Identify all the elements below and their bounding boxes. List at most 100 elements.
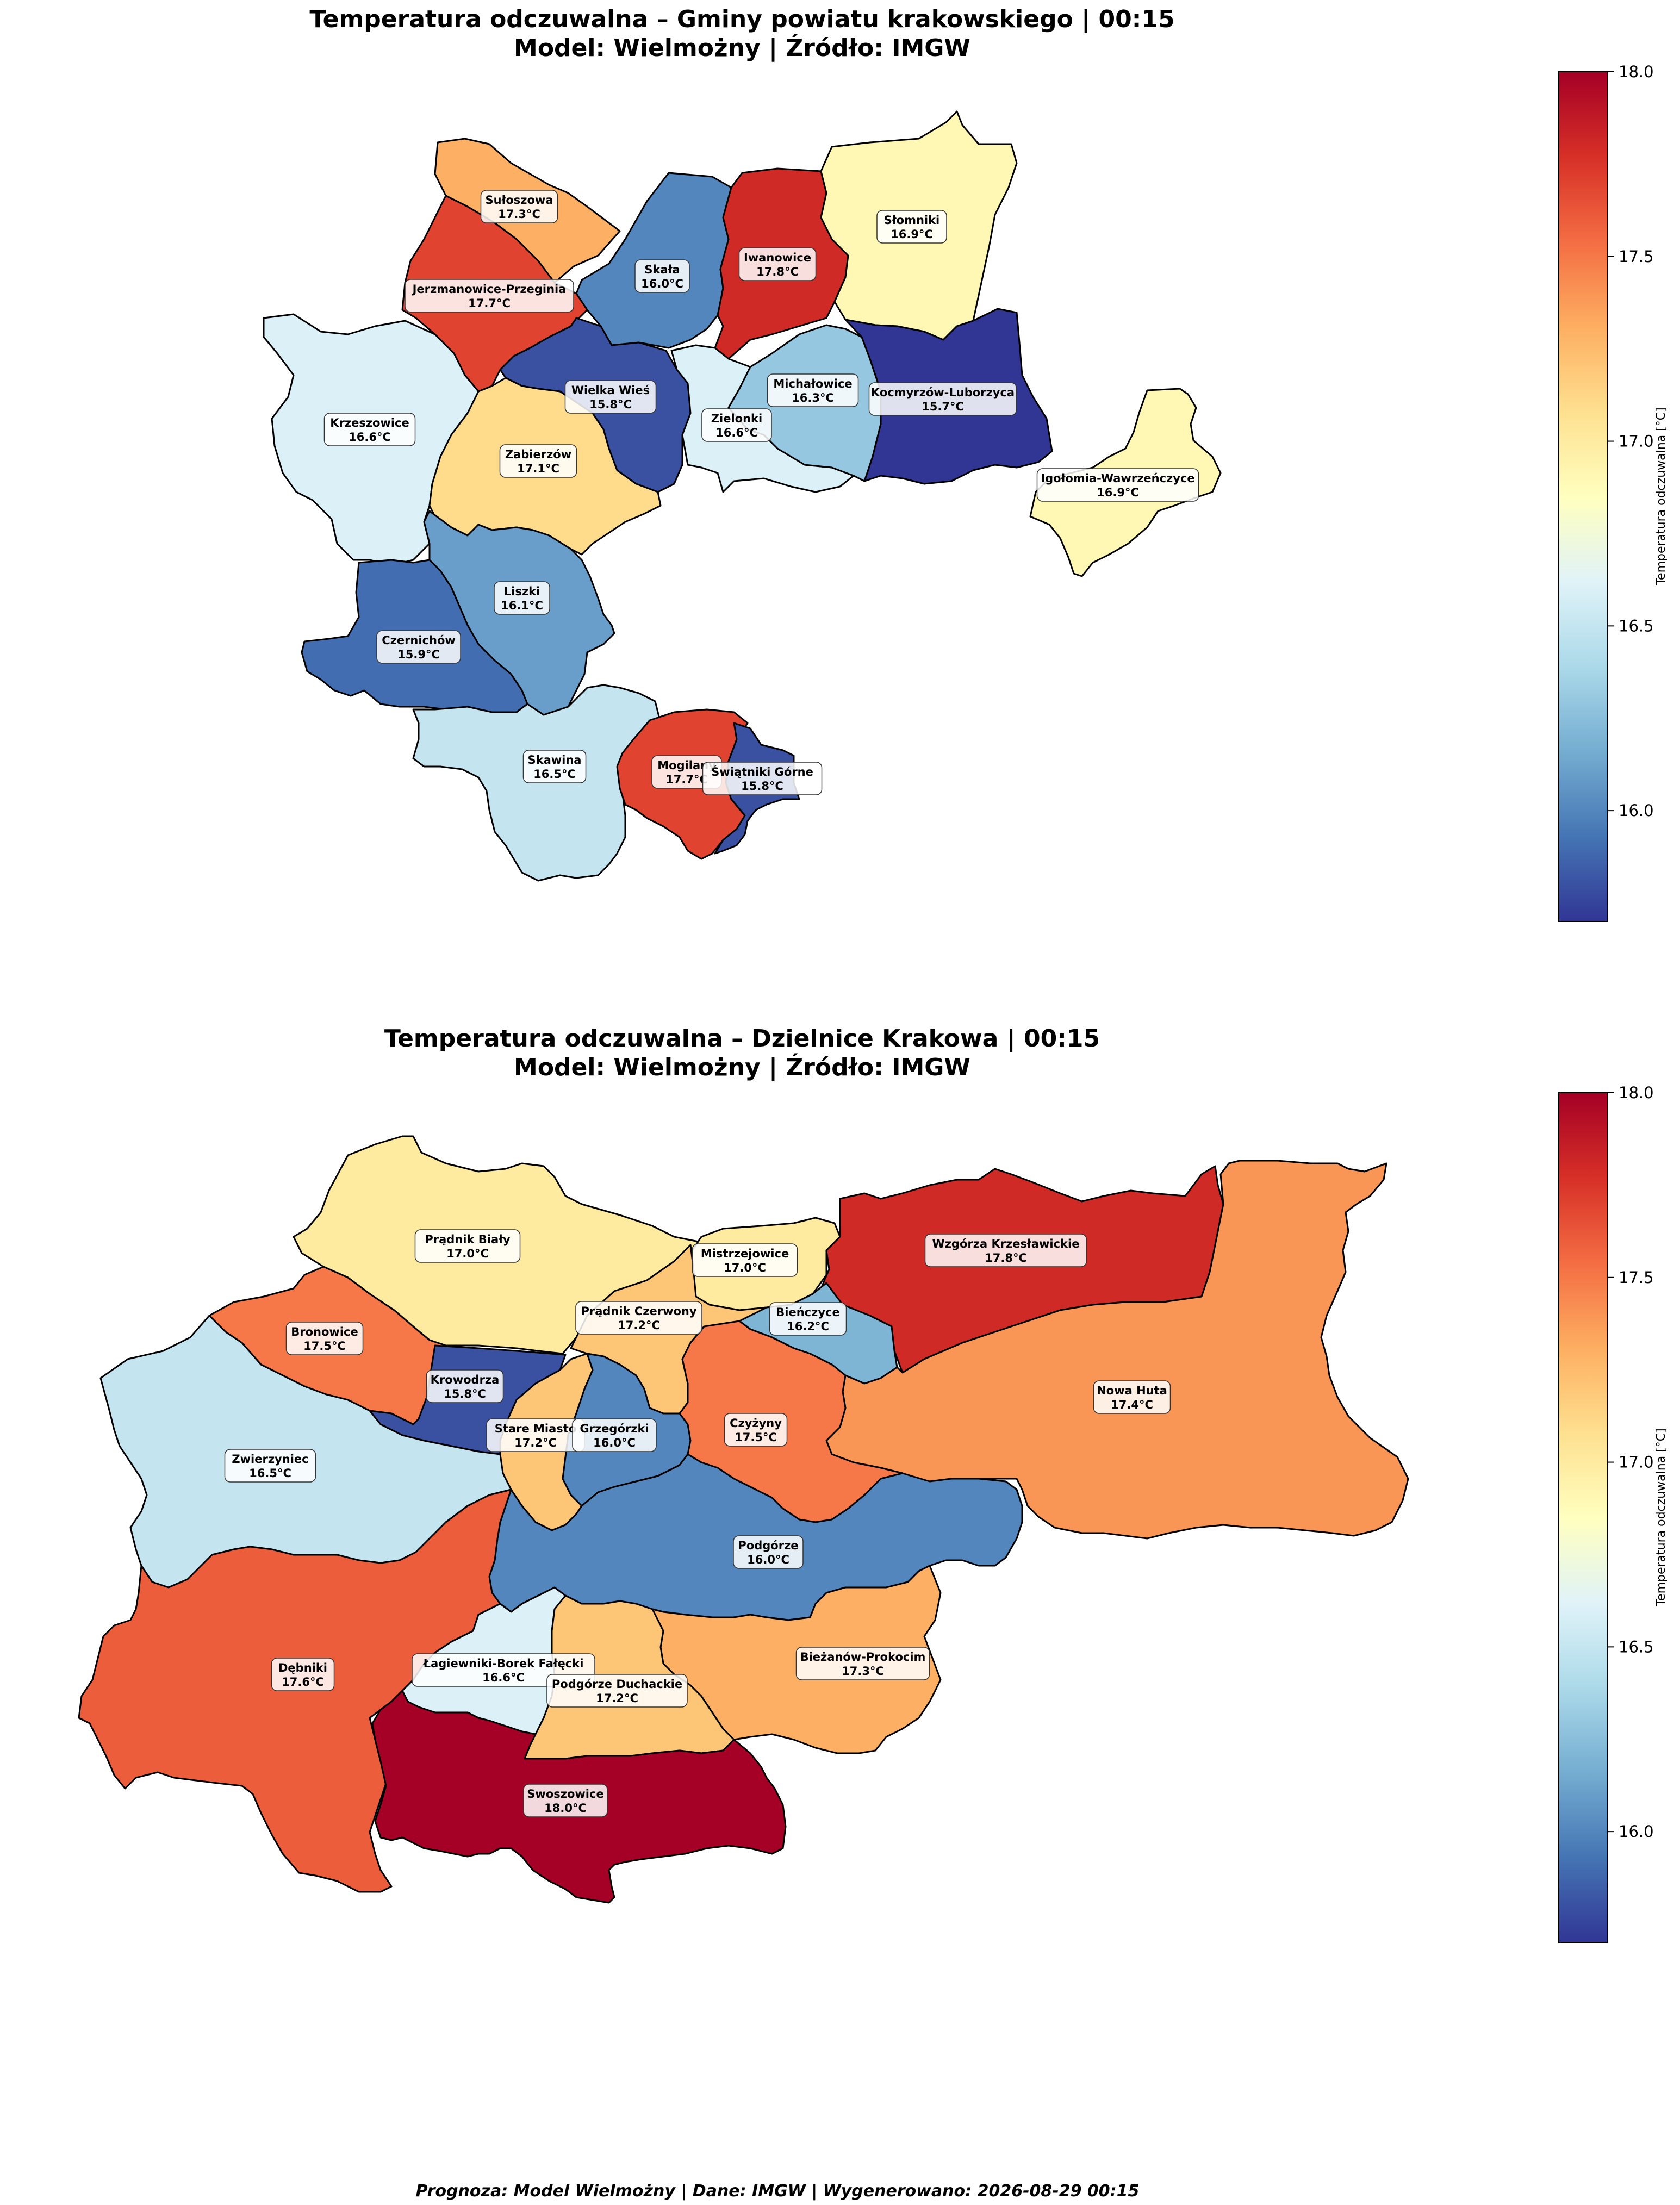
region-label-name: Michałowice (773, 377, 852, 390)
map1-regions (263, 110, 1222, 882)
region-label-box (224, 1449, 316, 1483)
region-label-name: Świątniki Górne (711, 765, 813, 778)
map-dzielnice: Temperatura odczuwalna – Dzielnice Krako… (78, 1025, 1409, 1904)
region-label-box (702, 762, 823, 795)
region-label-value: 17.0°C (724, 1261, 766, 1274)
region-label-value: 17.0°C (446, 1247, 489, 1260)
region-label-box (795, 1647, 930, 1680)
region-label-box (692, 1243, 798, 1277)
colorbar-tick-label: 17.5 (1619, 247, 1654, 266)
region-label-value: 16.6°C (349, 431, 391, 444)
region-label-name: Wielka Wieś (571, 384, 650, 397)
region-label-value: 15.8°C (589, 398, 632, 411)
map-powiat: Temperatura odczuwalna – Gminy powiatu k… (263, 5, 1222, 882)
region-label-value: 16.0°C (641, 277, 683, 290)
region-label-name: Bronowice (291, 1325, 358, 1338)
region-label-name: Kocmyrzów-Luborzyca (871, 386, 1015, 399)
region-label-value: 16.2°C (787, 1320, 829, 1333)
region-label-box (523, 1784, 608, 1817)
region-label-box (701, 408, 772, 442)
region-label-box (376, 630, 461, 664)
region-label-value: 15.8°C (741, 780, 783, 793)
colorbar-1-bar (1558, 71, 1608, 922)
region-label-box (769, 1302, 847, 1336)
region-label-box (546, 1674, 688, 1708)
region-label-box (733, 1535, 804, 1569)
region-label-box (1036, 468, 1199, 502)
colorbar-1-label: Temperatura odczuwalna [°C] (1654, 407, 1668, 585)
region-label-box (564, 380, 657, 414)
region-label-value: 15.9°C (397, 648, 440, 661)
region-label-value: 17.5°C (735, 1431, 777, 1444)
colorbar-2-bar (1558, 1092, 1608, 1943)
region-label-value: 16.6°C (482, 1671, 525, 1684)
region-label-name: Prądnik Czerwony (581, 1305, 696, 1318)
region-label-name: Dębniki (278, 1661, 327, 1674)
region-label-value: 15.8°C (444, 1387, 486, 1400)
colorbar-tick-label: 18.0 (1619, 63, 1654, 81)
colorbar-tick-label: 17.0 (1619, 432, 1654, 451)
region-label-box (323, 413, 416, 446)
region-label-value: 15.7°C (922, 400, 964, 413)
region-label-value: 17.8°C (985, 1251, 1027, 1265)
colorbar-1: 16.0 16.5 17.0 17.5 18.0 Temperatura odczuwa… (1558, 63, 1668, 922)
colorbar-2-ticks: 16.0 16.5 17.0 17.5 18.0 (1608, 1083, 1654, 1841)
region-label-name: Czernichów (382, 634, 456, 647)
region-label-box (876, 210, 947, 244)
region-label-box (480, 190, 558, 223)
region-label-name: Iwanowice (744, 251, 811, 264)
region-label-value: 18.0°C (544, 1802, 587, 1815)
region-label-name: Podgórze (738, 1539, 798, 1552)
region-label-box (924, 1234, 1087, 1267)
region-label-value: 16.3°C (792, 391, 834, 404)
region-label-name: Krzeszowice (330, 416, 409, 429)
region-label-box (868, 382, 1017, 416)
region-label-name: Igołomia-Wawrzeńczyce (1041, 472, 1194, 485)
region-label-name: Jerzmanowice-Przeginia (412, 283, 567, 296)
colorbar-2: 16.0 16.5 17.0 17.5 18.0 Temperatura odczuwa… (1558, 1083, 1668, 1943)
colorbar-tick-label: 16.0 (1619, 1822, 1654, 1841)
region-label-name: Bieńczyce (776, 1306, 839, 1319)
region-label-name: Sułoszowa (485, 194, 553, 207)
region-label-name: Czyżyny (730, 1417, 782, 1430)
colorbar-tick-label: 17.5 (1619, 1268, 1654, 1287)
region-label-value: 16.0°C (747, 1553, 789, 1566)
colorbar-tick-label: 16.5 (1619, 1637, 1654, 1656)
region-label-name: Grzegórzki (580, 1422, 649, 1435)
map1-title-line1: Temperatura odczuwalna – Gminy powiatu k… (309, 5, 1174, 33)
region-label-box (724, 1413, 788, 1447)
colorbar-1-ticks: 16.0 16.5 17.0 17.5 18.0 (1608, 63, 1654, 820)
region-label-box (1093, 1380, 1171, 1414)
region-label-name: Stare Miasto (495, 1422, 576, 1435)
region-label-value: 16.5°C (249, 1467, 291, 1480)
colorbar-tick-label: 17.0 (1619, 1453, 1654, 1472)
region-label-box (499, 444, 577, 478)
region-label-name: Bieżanów-Prokocim (800, 1650, 926, 1664)
map2-title-line2: Model: Wielmożny | Źródło: IMGW (514, 1052, 970, 1081)
region-label-value: 16.5°C (533, 768, 576, 781)
region-label-value: 17.7°C (665, 773, 708, 786)
region-label-value: 17.7°C (468, 297, 511, 310)
